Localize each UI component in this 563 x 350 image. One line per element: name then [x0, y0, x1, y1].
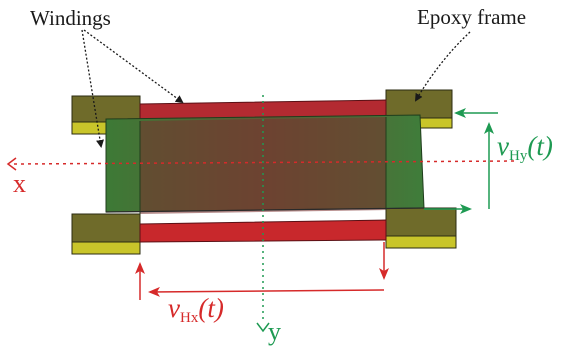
epoxy-frame-bottom-left — [71, 213, 141, 255]
y-winding — [105, 114, 425, 214]
windings-pointer-2 — [83, 29, 184, 104]
windings-pointer-1 — [81, 29, 104, 148]
epoxy-frame-pointer — [414, 31, 471, 102]
windings-label: Windings — [30, 6, 111, 30]
vhx-arrow — [148, 286, 385, 297]
epoxy-frame-bottom-right — [385, 207, 457, 249]
y-axis-label: y — [268, 317, 281, 346]
x-axis-label: x — [13, 169, 26, 198]
y-axis-arrowhead — [256, 322, 270, 333]
epoxy-frame-label: Epoxy frame — [417, 5, 526, 29]
x-axis-arrowhead — [6, 157, 17, 171]
vhy-label: vHy(t) — [497, 131, 553, 164]
vhx-label: vHx(t) — [168, 293, 224, 326]
epoxy-frame-top-right — [385, 89, 453, 129]
